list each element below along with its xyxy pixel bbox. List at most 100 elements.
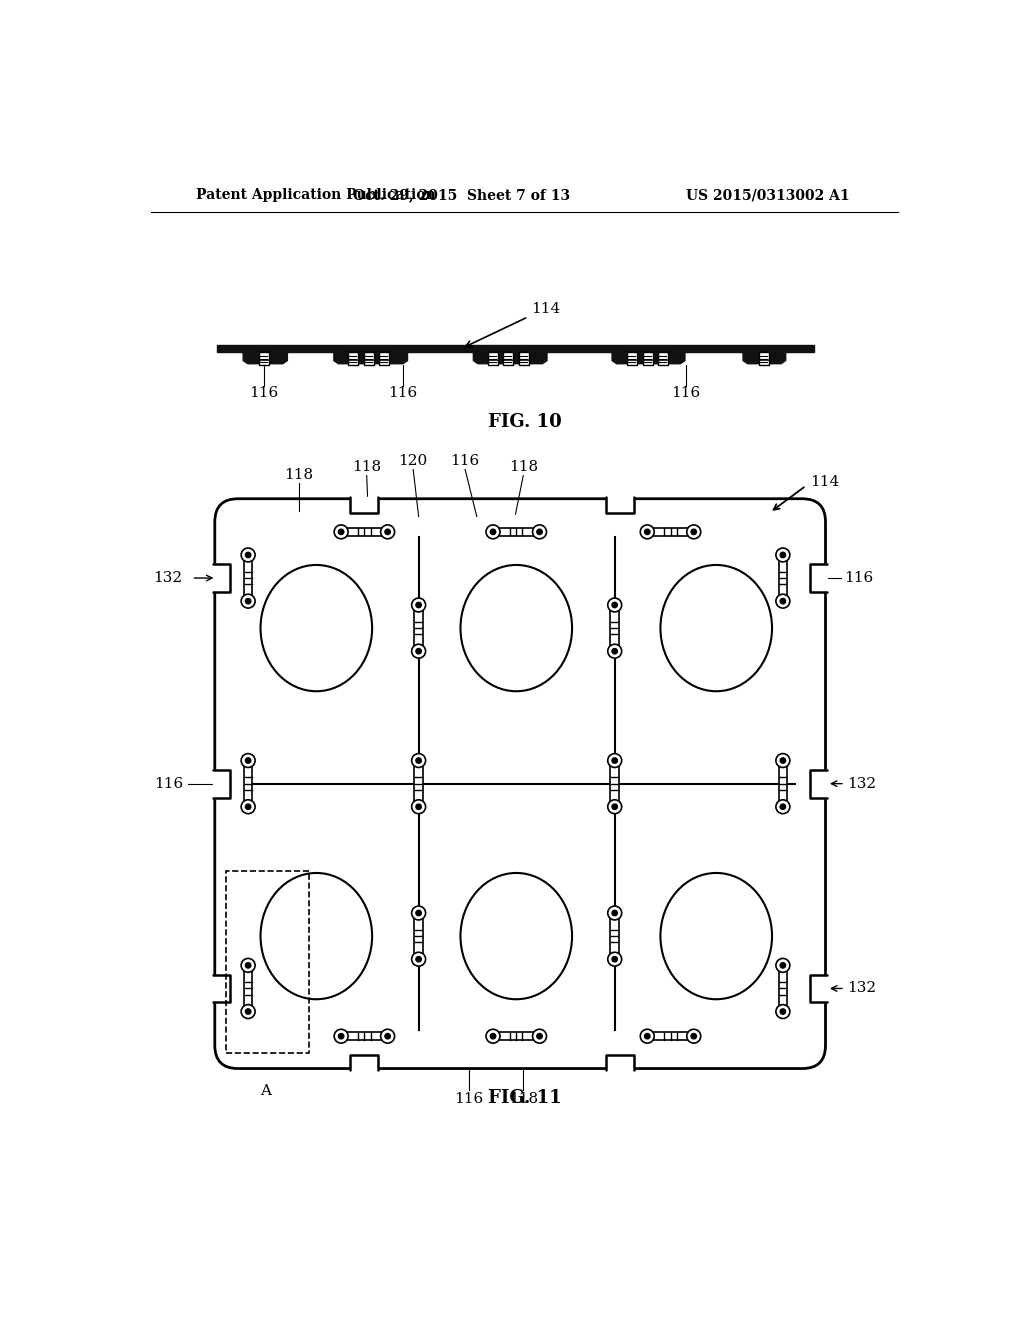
Circle shape	[607, 800, 622, 813]
Circle shape	[776, 594, 790, 609]
Bar	[244, 760, 252, 807]
Text: US 2015/0313002 A1: US 2015/0313002 A1	[686, 189, 850, 202]
Circle shape	[416, 957, 421, 962]
Circle shape	[691, 529, 696, 535]
Circle shape	[532, 525, 547, 539]
Bar	[610, 913, 618, 960]
Circle shape	[241, 594, 255, 609]
Text: 116: 116	[388, 387, 418, 400]
FancyBboxPatch shape	[215, 499, 825, 1069]
Text: 114: 114	[466, 301, 560, 347]
Text: 118: 118	[352, 461, 381, 474]
Text: 118: 118	[284, 467, 313, 482]
Circle shape	[381, 525, 394, 539]
Bar	[658, 352, 669, 364]
Polygon shape	[606, 498, 634, 515]
Circle shape	[776, 1005, 790, 1019]
Circle shape	[241, 800, 255, 813]
Circle shape	[537, 529, 543, 535]
Circle shape	[537, 1034, 543, 1039]
Bar	[259, 352, 269, 364]
Text: 114: 114	[810, 475, 840, 488]
Bar	[379, 352, 389, 364]
Text: 116: 116	[155, 776, 183, 791]
Circle shape	[241, 754, 255, 767]
Text: 120: 120	[398, 454, 428, 469]
Circle shape	[780, 1008, 785, 1014]
Circle shape	[412, 754, 426, 767]
Bar	[415, 760, 423, 807]
Bar	[487, 352, 498, 364]
Circle shape	[776, 548, 790, 562]
Circle shape	[640, 525, 654, 539]
Circle shape	[241, 1005, 255, 1019]
Polygon shape	[809, 770, 827, 797]
Text: 118: 118	[509, 461, 538, 474]
Ellipse shape	[461, 565, 572, 692]
Circle shape	[416, 758, 421, 763]
Circle shape	[607, 754, 622, 767]
Polygon shape	[213, 770, 231, 797]
Text: A: A	[260, 1084, 271, 1098]
Bar	[244, 554, 252, 601]
Circle shape	[412, 952, 426, 966]
Bar	[341, 528, 388, 536]
Circle shape	[780, 804, 785, 809]
Polygon shape	[213, 974, 231, 1002]
Circle shape	[780, 962, 785, 968]
Circle shape	[687, 525, 700, 539]
Text: Patent Application Publication: Patent Application Publication	[197, 189, 436, 202]
Bar	[778, 760, 787, 807]
Polygon shape	[350, 1053, 378, 1071]
Ellipse shape	[260, 873, 372, 999]
Circle shape	[780, 598, 785, 603]
Circle shape	[612, 957, 617, 962]
Bar	[518, 352, 528, 364]
Circle shape	[640, 1030, 654, 1043]
Circle shape	[490, 529, 496, 535]
Circle shape	[246, 552, 251, 557]
Text: FIG. 10: FIG. 10	[487, 413, 562, 430]
Circle shape	[486, 525, 500, 539]
Circle shape	[246, 758, 251, 763]
Circle shape	[776, 800, 790, 813]
Circle shape	[246, 598, 251, 603]
Circle shape	[490, 1034, 496, 1039]
Text: 116: 116	[455, 1092, 483, 1106]
Ellipse shape	[660, 565, 772, 692]
Circle shape	[416, 911, 421, 916]
Text: 116: 116	[672, 387, 700, 400]
Bar	[364, 352, 374, 364]
Circle shape	[780, 552, 785, 557]
Text: FIG. 11: FIG. 11	[488, 1089, 561, 1106]
Bar	[348, 352, 358, 364]
Circle shape	[412, 644, 426, 659]
Circle shape	[241, 548, 255, 562]
Circle shape	[412, 800, 426, 813]
Text: 116: 116	[249, 387, 279, 400]
Bar	[778, 965, 787, 1011]
Polygon shape	[809, 974, 827, 1002]
Circle shape	[334, 525, 348, 539]
Circle shape	[385, 529, 390, 535]
Circle shape	[687, 1030, 700, 1043]
Bar	[244, 965, 252, 1011]
Text: 118: 118	[509, 1092, 538, 1106]
Circle shape	[612, 911, 617, 916]
Circle shape	[691, 1034, 696, 1039]
Circle shape	[612, 758, 617, 763]
Circle shape	[381, 1030, 394, 1043]
Text: 116: 116	[451, 454, 480, 469]
Bar	[493, 1032, 540, 1040]
Circle shape	[412, 906, 426, 920]
Circle shape	[612, 804, 617, 809]
Circle shape	[416, 602, 421, 607]
Polygon shape	[213, 564, 231, 591]
Bar	[225, 871, 309, 1053]
Polygon shape	[809, 564, 827, 591]
Ellipse shape	[260, 565, 372, 692]
Circle shape	[607, 906, 622, 920]
Circle shape	[412, 598, 426, 612]
Polygon shape	[606, 1053, 634, 1071]
Text: 132: 132	[847, 776, 877, 791]
